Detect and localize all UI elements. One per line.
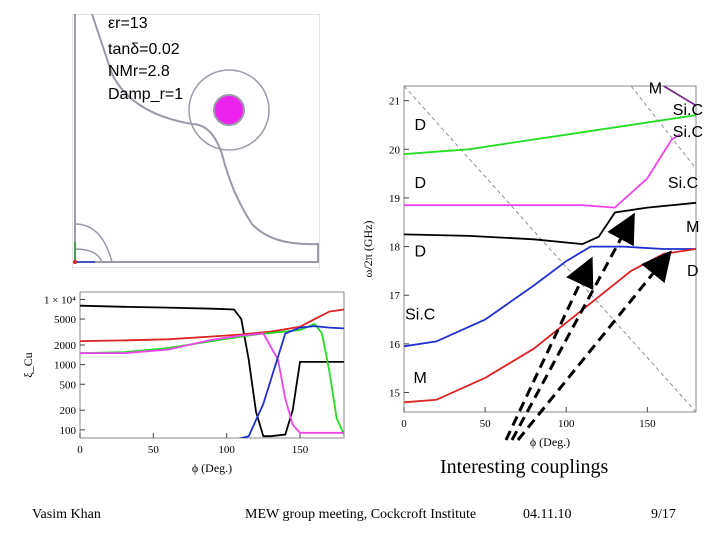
- y-tick-label: 16: [389, 339, 401, 351]
- series-line-3: [80, 332, 344, 434]
- curve-label: D: [414, 175, 426, 192]
- series-line-3: [404, 245, 696, 348]
- x-axis-label: ϕ (Deg.): [530, 435, 570, 449]
- sim-param-tand: tanδ=0.02: [108, 41, 180, 58]
- y-tick-label: 19: [389, 193, 401, 205]
- y-tick-label: 20: [389, 144, 401, 156]
- curve-label: Si.C: [673, 102, 703, 119]
- y-tick-label: 1000: [54, 360, 77, 372]
- curve-label: D: [414, 117, 426, 134]
- x-tick-label: 150: [292, 444, 309, 456]
- series-line-5: [663, 86, 696, 107]
- footer-date: 04.11.10: [523, 507, 572, 522]
- series-line-4: [238, 325, 344, 438]
- guide-line: [630, 85, 697, 170]
- curve-label: M: [686, 219, 699, 236]
- simulation-view: [71, 13, 321, 269]
- series-line-2: [404, 201, 696, 246]
- y-axis-label: ω/2π (GHz): [361, 221, 375, 278]
- x-tick-label: 50: [148, 444, 160, 456]
- frequency-chart: 0 50 100 150 15 16 17 18 19 20 21 M Si.C Si.C D D Si.C M D…: [361, 80, 703, 449]
- x-axis-label: ϕ (Deg.): [192, 461, 232, 475]
- y-tick-label: 200: [60, 405, 77, 417]
- plot-frame: [79, 291, 345, 439]
- x-tick-label: 100: [558, 418, 575, 430]
- y-tick-label: 17: [389, 290, 401, 302]
- curve-label: Si.C: [405, 307, 435, 324]
- series-line-2: [80, 322, 344, 435]
- curve-label: Si.C: [673, 124, 703, 141]
- y-tick-label: 100: [60, 425, 77, 437]
- y-axis-label: ξ_Cu: [22, 352, 35, 377]
- curve-label: D: [414, 243, 426, 260]
- y-tick-label: 15: [389, 388, 401, 400]
- curve-label: M: [414, 370, 427, 387]
- x-tick-label: 0: [77, 444, 83, 456]
- x-tick-label: 0: [401, 418, 407, 430]
- sim-param-er: εr=13: [108, 15, 148, 32]
- y-tick-label: 18: [389, 242, 401, 254]
- x-tick-label: 150: [639, 418, 656, 430]
- footer-author: Vasim Khan: [32, 507, 101, 522]
- curve-label: D: [687, 263, 699, 280]
- series-line-0: [80, 304, 344, 438]
- series-line-0: [404, 114, 696, 155]
- simulation-geometry: [71, 13, 321, 269]
- footer-page: 9/17: [651, 507, 676, 522]
- caption: Interesting couplings: [440, 456, 609, 478]
- series-line-1: [404, 133, 681, 209]
- x-tick-label: 50: [480, 418, 492, 430]
- footer-meeting: MEW group meeting, Cockcroft Institute: [245, 507, 477, 522]
- series-line-1: [80, 308, 344, 342]
- y-tick-label: 1 × 10⁴: [44, 294, 76, 306]
- y-tick-label: 5000: [54, 314, 77, 326]
- damping-chart: 0 50 100 150 100 200 500 1000 2000 5000 1 × 10⁴ ϕ (…: [22, 291, 345, 475]
- series-line-4: [404, 248, 696, 404]
- y-tick-label: 500: [60, 379, 77, 391]
- y-tick-label: 21: [389, 96, 400, 108]
- x-tick-label: 100: [218, 444, 235, 456]
- y-tick-label: 2000: [54, 340, 77, 352]
- sim-param-nmr: NMr=2.8: [108, 63, 170, 80]
- sim-param-damp: Damp_r=1: [108, 86, 184, 103]
- curve-label: M: [649, 80, 662, 97]
- curve-label: Si.C: [668, 175, 698, 192]
